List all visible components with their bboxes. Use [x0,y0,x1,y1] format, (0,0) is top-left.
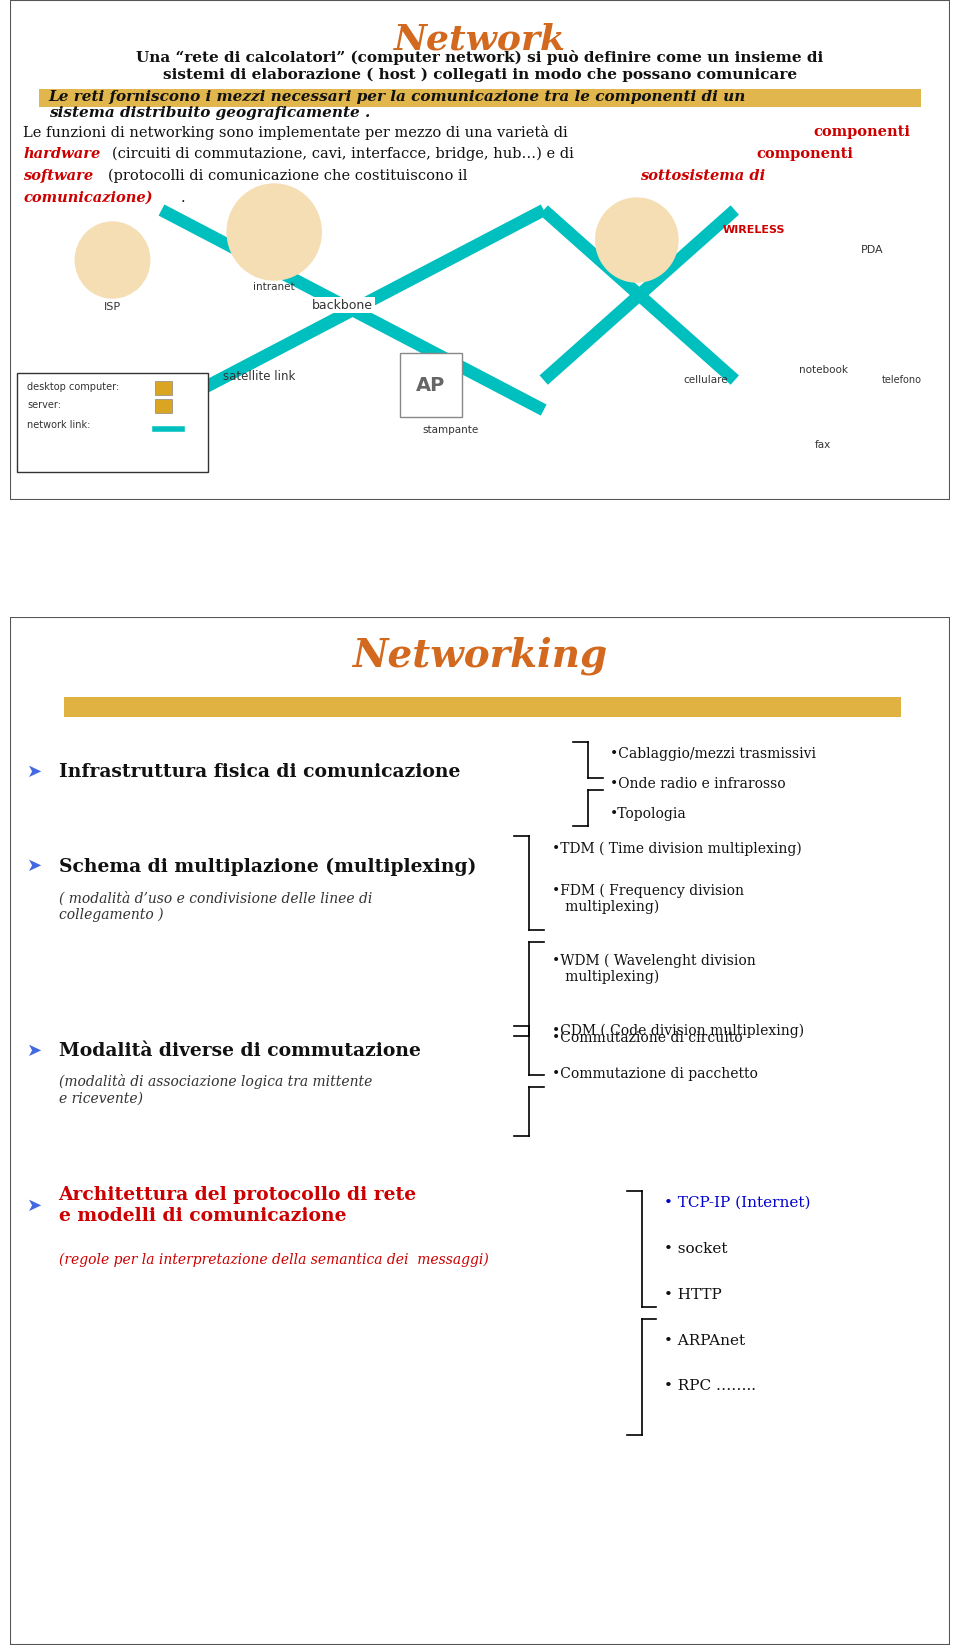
Text: • socket: • socket [664,1242,728,1255]
Text: network link:: network link: [27,419,90,429]
FancyBboxPatch shape [17,373,207,472]
Circle shape [228,184,322,280]
Text: componenti: componenti [756,146,853,161]
Text: •Commutazione di pacchetto: •Commutazione di pacchetto [552,1068,757,1081]
Text: • TCP-IP (Internet): • TCP-IP (Internet) [664,1196,811,1209]
Text: telefono: telefono [881,375,922,385]
Text: server:: server: [27,400,61,410]
Text: •Onde radio e infrarosso: •Onde radio e infrarosso [611,776,786,791]
Text: •Topologia: •Topologia [611,806,687,821]
Text: Architettura del protocollo di rete
e modelli di comunicazione: Architettura del protocollo di rete e mo… [59,1186,417,1226]
Text: WIRELESS: WIRELESS [723,225,785,235]
Text: • RPC ……..: • RPC …….. [664,1380,756,1393]
Text: sottosistema di: sottosistema di [639,169,765,183]
Text: satellite link: satellite link [224,370,296,383]
Text: (modalità di associazione logica tra mittente
e ricevente): (modalità di associazione logica tra mit… [59,1074,372,1105]
Text: hardware: hardware [23,146,101,161]
Text: •TDM ( Time division multiplexing): •TDM ( Time division multiplexing) [552,842,802,855]
Text: Una “rete di calcolatori” (computer network) si può definire come un insieme di
: Una “rete di calcolatori” (computer netw… [136,49,824,82]
Text: PDA: PDA [861,245,883,255]
Text: ( modalità d’uso e condivisione delle linee di
collegamento ): ( modalità d’uso e condivisione delle li… [59,892,372,923]
Text: notebook: notebook [799,365,848,375]
Text: Networking: Networking [352,637,608,676]
Text: (protocolli di comunicazione che costituiscono il: (protocolli di comunicazione che costitu… [108,169,467,184]
Text: (regole per la interpretazione della semantica dei  messaggi): (regole per la interpretazione della sem… [59,1253,489,1267]
Text: • HTTP: • HTTP [664,1288,722,1301]
Text: Network: Network [394,21,566,56]
Text: (circuiti di commutazione, cavi, interfacce, bridge, hub…) e di: (circuiti di commutazione, cavi, interfa… [112,146,574,161]
Text: .: . [181,191,185,206]
Text: ➤: ➤ [27,857,42,875]
Text: •WDM ( Wavelenght division
   multiplexing): •WDM ( Wavelenght division multiplexing) [552,952,756,984]
FancyBboxPatch shape [155,400,172,413]
Text: fax: fax [815,441,831,451]
Text: comunicazione): comunicazione) [23,191,153,206]
Text: desktop computer:: desktop computer: [27,382,119,392]
Text: Le reti forniscono i mezzi necessari per la comunicazione tra le componenti di u: Le reti forniscono i mezzi necessari per… [49,90,746,120]
Text: intranet: intranet [253,281,295,293]
Text: cellulare: cellulare [684,375,728,385]
Text: componenti: componenti [813,125,910,140]
Text: ➤: ➤ [27,1041,42,1059]
Text: Schema di multiplazione (multiplexing): Schema di multiplazione (multiplexing) [59,857,476,875]
Text: ISP: ISP [104,303,121,313]
FancyBboxPatch shape [39,89,921,107]
FancyBboxPatch shape [63,697,901,717]
Circle shape [75,222,150,298]
FancyBboxPatch shape [399,354,463,418]
Text: •CDM ( Code division multiplexing): •CDM ( Code division multiplexing) [552,1023,804,1038]
Text: backbone: backbone [312,298,373,311]
Text: • ARPAnet: • ARPAnet [664,1334,745,1347]
Text: Infrastruttura fisica di comunicazione: Infrastruttura fisica di comunicazione [59,763,460,781]
Text: •Cablaggio/mezzi trasmissivi: •Cablaggio/mezzi trasmissivi [611,747,816,760]
Circle shape [595,197,678,281]
Text: stampante: stampante [422,424,479,434]
FancyBboxPatch shape [155,382,172,395]
Text: ➤: ➤ [27,763,42,781]
Text: Modalità diverse di commutazione: Modalità diverse di commutazione [59,1041,420,1059]
Text: software: software [23,169,93,183]
Text: •Commutazione di circuito: •Commutazione di circuito [552,1031,742,1045]
Text: •FDM ( Frequency division
   multiplexing): •FDM ( Frequency division multiplexing) [552,883,744,915]
Text: ➤: ➤ [27,1198,42,1214]
Text: Le funzioni di networking sono implementate per mezzo di una varietà di: Le funzioni di networking sono implement… [23,125,568,140]
Text: AP: AP [417,375,445,395]
